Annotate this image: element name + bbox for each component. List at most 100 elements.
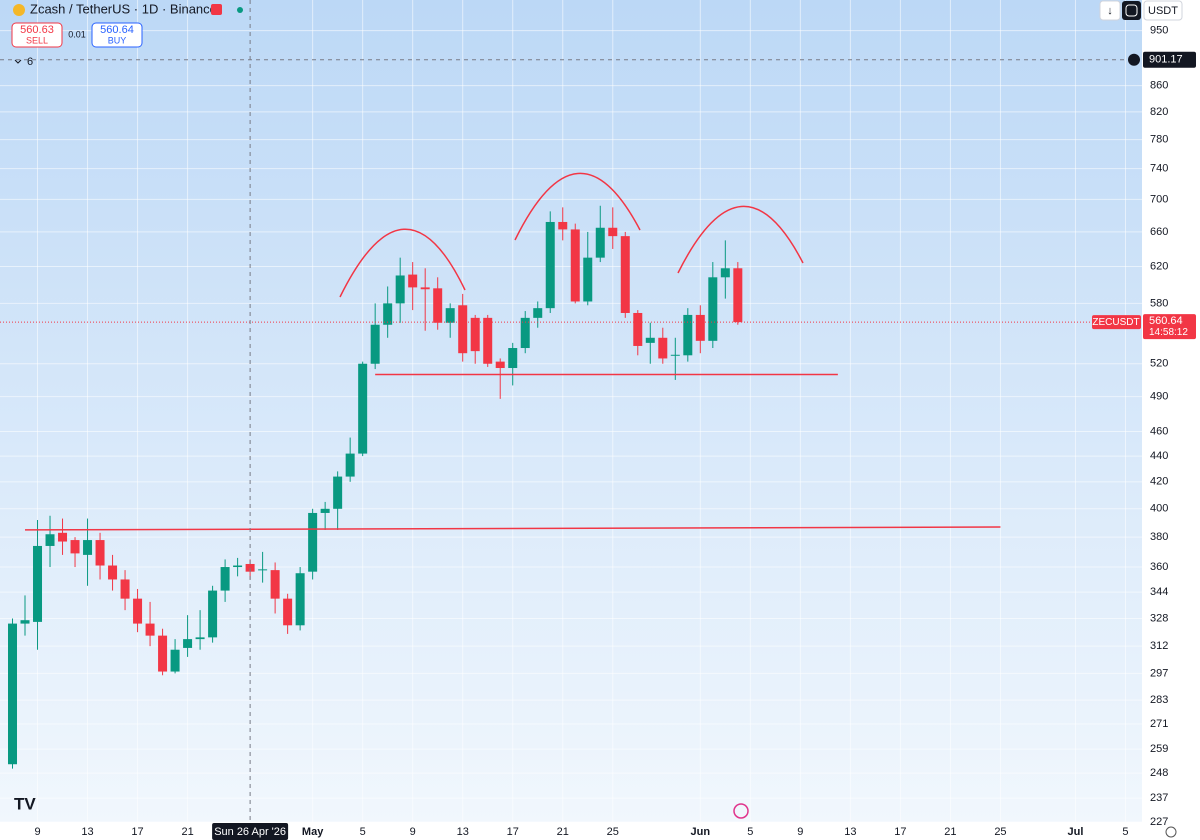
candle-body <box>320 508 330 513</box>
candle-body <box>345 453 355 477</box>
candle-body <box>558 221 568 230</box>
candle-body <box>720 268 730 278</box>
y-tick-label: 700 <box>1150 193 1168 205</box>
candle-body <box>683 314 693 356</box>
candle-body <box>420 287 430 290</box>
candle-body <box>645 337 655 343</box>
y-tick-label: 740 <box>1150 163 1168 175</box>
x-tick-label: 5 <box>747 826 753 838</box>
logo: TV <box>14 794 36 813</box>
candle-body <box>220 567 230 591</box>
candle-body <box>608 227 618 237</box>
plot-background <box>0 0 1142 822</box>
settings-icon[interactable] <box>1165 826 1177 838</box>
collapse-icon[interactable] <box>14 59 22 64</box>
y-tick-label: 312 <box>1150 640 1168 652</box>
y-tick-label: 440 <box>1150 450 1168 462</box>
x-tick-label: 21 <box>944 826 956 838</box>
x-tick-label: 25 <box>607 826 619 838</box>
x-tick-label: Jun <box>691 826 711 838</box>
sell-price: 560.63 <box>20 24 54 36</box>
lightning-icon[interactable] <box>733 803 749 819</box>
x-tick-label: 9 <box>797 826 803 838</box>
candle-body <box>308 512 318 572</box>
candle-body <box>83 540 93 555</box>
candle-body <box>358 363 368 454</box>
y-tick-label: 271 <box>1150 718 1168 730</box>
crosshair-y-tag <box>1143 51 1196 68</box>
candle-body <box>145 623 155 636</box>
candle-body <box>570 229 580 302</box>
download-icon: ↓ <box>1107 5 1113 17</box>
arc-drawing <box>339 228 466 298</box>
x-tick-label: 5 <box>1122 826 1128 838</box>
candle-body <box>458 305 468 354</box>
market-status <box>237 7 243 13</box>
crosshair-x-label: Sun 26 Apr '26 <box>214 826 286 838</box>
y-tick-label: 328 <box>1150 612 1168 624</box>
y-tick-label: 283 <box>1150 694 1168 706</box>
currency-button[interactable] <box>1143 0 1183 21</box>
y-tick-label: 620 <box>1150 260 1168 272</box>
sell-label: SELL <box>26 35 48 45</box>
buy-button[interactable] <box>91 22 143 48</box>
buy-label: BUY <box>108 35 127 45</box>
candle-body <box>158 635 168 672</box>
candle-body <box>545 221 555 309</box>
download-button[interactable] <box>1099 0 1121 21</box>
y-tick-label: 297 <box>1150 667 1168 679</box>
candle-body <box>470 317 480 352</box>
x-tick-label: 21 <box>557 826 569 838</box>
y-tick-label: 820 <box>1150 106 1168 118</box>
candle-body <box>33 545 43 622</box>
candle-body <box>620 236 630 313</box>
y-tick-label: 344 <box>1150 586 1168 598</box>
sell-button[interactable] <box>11 22 63 48</box>
candle-body <box>8 623 18 765</box>
candle-body <box>658 337 668 359</box>
y-tick-label: 380 <box>1150 531 1168 543</box>
candle-body <box>508 348 518 369</box>
fullscreen-button[interactable] <box>1122 1 1141 20</box>
candle-body <box>183 639 193 648</box>
candle-body <box>370 324 380 364</box>
candle-body <box>95 540 105 566</box>
y-tick-label: 520 <box>1150 358 1168 370</box>
candle-body <box>195 637 205 640</box>
x-tick-label: 9 <box>34 826 40 838</box>
collapsed-count: 6 <box>27 56 33 68</box>
candle-body <box>633 312 643 346</box>
symbol-title: Zcash / TetherUS · 1D · Binance <box>30 1 217 16</box>
candle-body <box>670 354 680 356</box>
price-axis-background <box>1142 0 1200 840</box>
x-tick-label: May <box>302 826 324 838</box>
grid <box>0 0 1142 822</box>
time-axis-background <box>0 822 1142 840</box>
candle-body <box>108 565 118 580</box>
buy-price: 560.64 <box>100 24 134 36</box>
x-tick-label: 17 <box>894 826 906 838</box>
candle-body <box>208 590 218 638</box>
crosshair-add-button <box>1128 53 1140 66</box>
y-tick-label: 860 <box>1150 79 1168 91</box>
candle-body <box>583 257 593 302</box>
candle-body <box>295 573 305 626</box>
y-tick-label: 248 <box>1150 767 1168 779</box>
y-tick-label: 660 <box>1150 226 1168 238</box>
x-tick-label: 5 <box>360 826 366 838</box>
y-tick-label: 580 <box>1150 297 1168 309</box>
candle-body <box>245 563 255 572</box>
fullscreen-icon <box>1125 4 1138 17</box>
x-tick-label: Jul <box>1068 826 1084 838</box>
flag-icon[interactable] <box>211 4 222 15</box>
candle-body <box>708 277 718 341</box>
y-tick-label: 400 <box>1150 503 1168 515</box>
y-tick-label: 460 <box>1150 425 1168 437</box>
candle-body <box>233 565 243 568</box>
crosshair-x-tag <box>212 823 289 840</box>
x-tick-label: 17 <box>507 826 519 838</box>
x-tick-label: 25 <box>994 826 1006 838</box>
candle-body <box>258 569 268 571</box>
candle-body <box>433 288 443 323</box>
